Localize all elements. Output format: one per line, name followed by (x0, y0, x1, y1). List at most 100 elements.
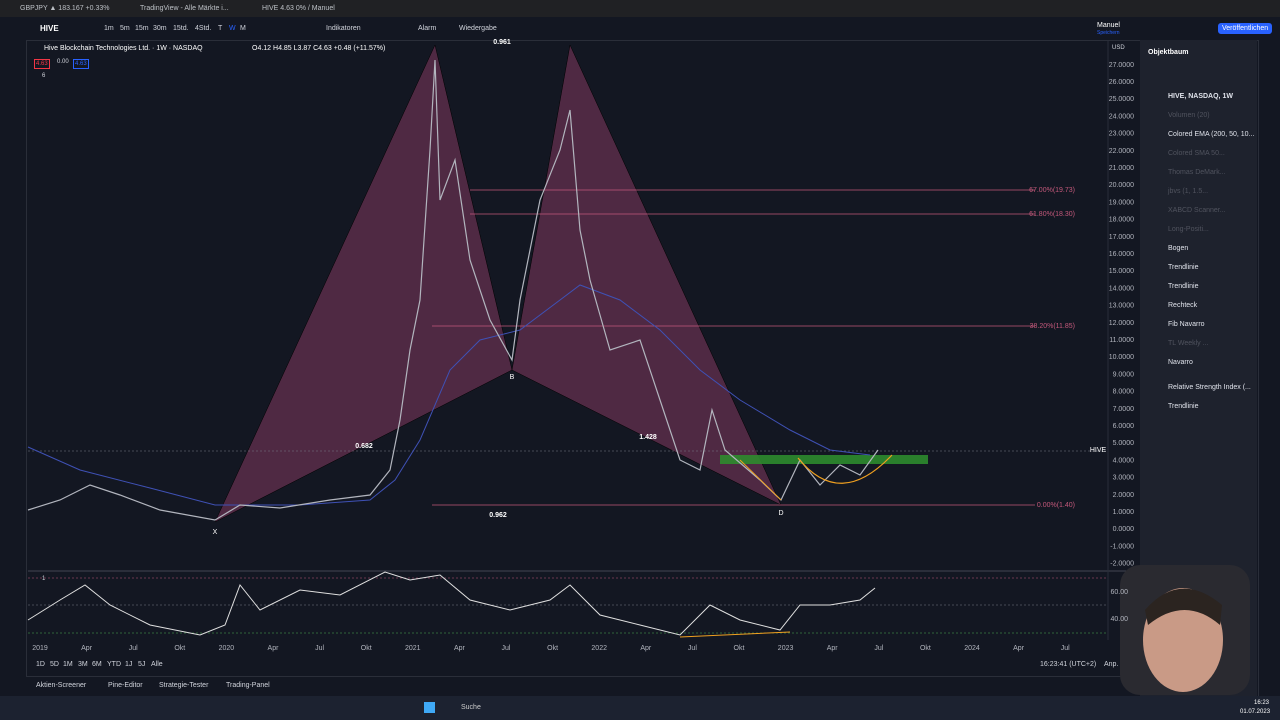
bottom-tab[interactable]: Aktien-Screener (36, 682, 87, 689)
time-label: Apr (81, 645, 93, 652)
interval-button[interactable]: 5m (120, 25, 130, 32)
object-tree-item[interactable]: HIVE, NASDAQ, 1W (1168, 93, 1233, 100)
range-button[interactable]: YTD (107, 661, 121, 668)
object-tree-item[interactable]: Thomas DeMark... (1168, 169, 1226, 176)
range-button[interactable]: 1D (36, 661, 45, 668)
range-button[interactable]: 3M (78, 661, 88, 668)
range-button[interactable]: Alle (151, 661, 163, 668)
time-label: Jul (129, 645, 138, 652)
price-label: 16.0000 (1109, 251, 1134, 258)
fib-label: 61.80%(18.30) (1029, 211, 1075, 218)
harmonic-bcd (511, 44, 782, 506)
fib-label: 0.00%(1.40) (1037, 502, 1075, 509)
object-tree-item[interactable]: Rechteck (1168, 302, 1198, 309)
price-label: 8.0000 (1113, 389, 1135, 396)
pattern-ratio: 0.682 (355, 443, 373, 450)
object-tree-item[interactable]: Trendlinie (1168, 403, 1199, 410)
object-tree-item[interactable]: Navarro (1168, 359, 1193, 366)
range-button[interactable]: 5J (138, 661, 146, 668)
save-label[interactable]: Speichern (1097, 30, 1120, 36)
pattern-ratio: 0.962 (489, 512, 507, 519)
rsi-trendline (679, 631, 791, 638)
interval-button[interactable]: 4Std. (195, 25, 212, 32)
time-label: Okt (920, 645, 931, 652)
time-label: 2023 (778, 645, 794, 652)
rsi-pane-label: 1 (42, 576, 46, 582)
publish-button[interactable]: Veröffentlichen (1218, 23, 1273, 34)
bottom-tab[interactable]: Trading-Panel (226, 682, 270, 689)
harmonic-xab (214, 44, 513, 523)
interval-button[interactable]: T (218, 25, 223, 32)
range-button[interactable]: 1J (125, 661, 133, 668)
object-tree-item[interactable]: Relative Strength Index (... (1168, 384, 1251, 391)
taskbar-time: 16:23 (1254, 700, 1270, 706)
object-tree-item[interactable]: Long-Positi... (1168, 226, 1209, 233)
time-label: Jul (502, 645, 511, 652)
replay-button[interactable]: Wiedergabe (459, 25, 497, 32)
object-tree-item[interactable]: Colored EMA (200, 50, 10... (1168, 131, 1255, 138)
bottom-tab[interactable]: Strategie-Tester (159, 682, 209, 689)
time-label: Apr (268, 645, 280, 652)
ema-line (27, 284, 871, 506)
fib-label: 38.20%(11.85) (1030, 323, 1075, 330)
left-toolbar (0, 40, 27, 696)
indicator-count: 6 (42, 73, 46, 79)
browser-tab[interactable]: GBPJPY ▲ 183.167 +0.33% (20, 5, 110, 12)
range-button[interactable]: 1M (63, 661, 73, 668)
interval-button[interactable]: 15m (135, 25, 149, 32)
rsi-label: 40.00 (1110, 616, 1128, 623)
object-tree-item[interactable]: Volumen (20) (1168, 112, 1210, 119)
symbol-search[interactable]: HIVE (40, 24, 59, 33)
bottom-tab[interactable]: Pine-Editor (108, 682, 143, 689)
price-label: 12.0000 (1109, 320, 1134, 327)
pattern-ratio: 0.961 (493, 39, 511, 46)
interval-button[interactable]: 15td. (173, 25, 189, 32)
interval-button[interactable]: W (229, 25, 236, 32)
browser-tab[interactable]: TradingView - Alle Märkte i... (140, 5, 229, 12)
bottom-panel (26, 676, 1140, 697)
price-label: 7.0000 (1113, 406, 1135, 413)
taskbar (0, 696, 1280, 720)
object-tree-item[interactable]: Fib Navarro (1168, 321, 1205, 328)
object-tree-item[interactable]: TL Weekly ... (1168, 340, 1209, 347)
object-tree-item[interactable]: Trendlinie (1168, 264, 1199, 271)
object-tree-title: Objektbaum (1148, 49, 1189, 56)
range-button[interactable]: 6M (92, 661, 102, 668)
interval-button[interactable]: 1m (104, 25, 114, 32)
object-tree-item[interactable]: jbvs (1, 1.5... (1168, 188, 1209, 195)
price-label: 15.0000 (1109, 268, 1134, 275)
time-label: 2019 (32, 645, 48, 652)
top-toolbar (0, 17, 1280, 41)
alarm-button[interactable]: Alarm (418, 25, 437, 32)
rsi-line (27, 571, 876, 636)
time-label: Apr (827, 645, 839, 652)
ask: 4.63 (73, 59, 89, 69)
object-tree-item[interactable]: Trendlinie (1168, 283, 1199, 290)
layout-name[interactable]: Manuel (1097, 22, 1120, 29)
interval-button[interactable]: M (240, 25, 246, 32)
interval-button[interactable]: 30m (153, 25, 167, 32)
price-label: 10.0000 (1109, 354, 1134, 361)
price-label: -1.0000 (1110, 543, 1134, 550)
object-tree-item[interactable]: XABCD Scanner... (1168, 207, 1226, 214)
price-label: 19.0000 (1109, 199, 1134, 206)
browser-tab[interactable]: HIVE 4.63 0% / Manuel (262, 5, 335, 12)
webcam-hair (1145, 588, 1222, 625)
object-tree-item[interactable]: Bogen (1168, 245, 1189, 252)
price-label: 5.0000 (1113, 440, 1135, 447)
price-line (27, 59, 879, 521)
chart-title: Hive Blockchain Technologies Ltd. · 1W ·… (44, 45, 203, 52)
time-label: Jul (874, 645, 883, 652)
price-label: 27.0000 (1109, 62, 1134, 69)
range-button[interactable]: 5D (50, 661, 59, 668)
price-label: 11.0000 (1109, 337, 1134, 344)
fib-label: 67.00%(19.73) (1029, 187, 1075, 194)
taskbar-search[interactable]: Suche (461, 704, 481, 711)
indicators-button[interactable]: Indikatoren (326, 25, 361, 32)
pattern-point: D (778, 510, 783, 517)
adjust-button[interactable]: Anp. (1104, 661, 1119, 668)
rsi-label: 60.00 (1110, 589, 1128, 596)
object-tree-item[interactable]: Colored SMA 50... (1168, 150, 1225, 157)
